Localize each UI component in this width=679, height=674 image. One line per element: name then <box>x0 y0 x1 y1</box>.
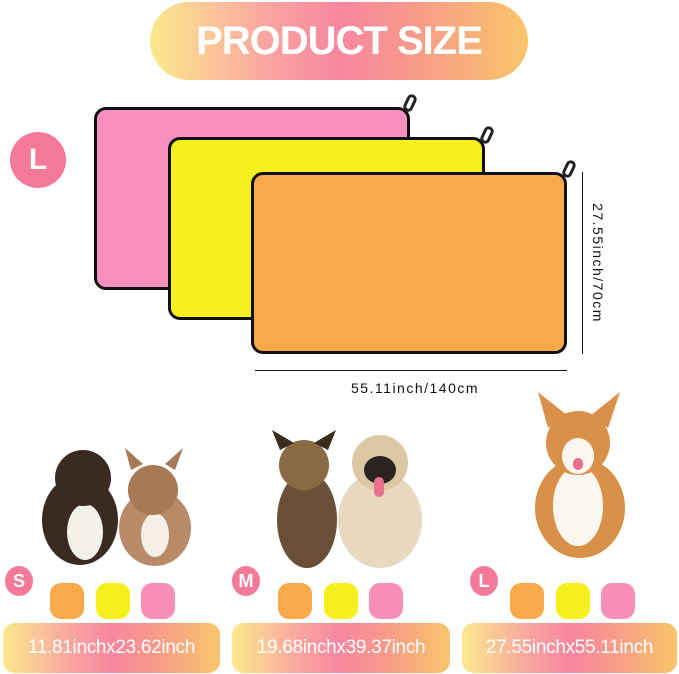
pink-swatch <box>141 583 175 619</box>
medium-dogs-image <box>272 430 422 568</box>
width-dimension-line <box>255 370 567 371</box>
orange-swatch <box>510 583 544 619</box>
size-badge-medium: M <box>232 566 260 596</box>
pink-swatch <box>369 583 403 619</box>
size-badge-small: S <box>5 566 33 596</box>
product-size-title: PRODUCT SIZE <box>150 2 528 80</box>
size-badge-large-row: L <box>470 566 498 596</box>
size-label-medium: 19.68inchx39.37inch <box>232 623 450 673</box>
yellow-swatch <box>96 583 130 619</box>
yellow-swatch <box>556 583 590 619</box>
size-label-large: 27.55inchx55.11inch <box>462 623 677 673</box>
large-dog-image <box>535 392 625 558</box>
height-dimension-label: 27.55inch/70cm <box>590 203 606 323</box>
hanging-loop-icon <box>401 92 419 114</box>
orange-swatch <box>278 583 312 619</box>
size-badge-large: L <box>10 132 66 188</box>
pink-swatch <box>601 583 635 619</box>
orange-swatch <box>50 583 84 619</box>
orange-towel <box>251 172 567 354</box>
size-label-small: 11.81inchx23.62inch <box>3 623 220 673</box>
height-dimension-line <box>582 172 583 354</box>
yellow-swatch <box>324 583 358 619</box>
width-dimension-label: 55.11inch/140cm <box>350 380 480 396</box>
small-dogs-image <box>42 448 191 566</box>
hanging-loop-icon <box>560 158 578 180</box>
hanging-loop-icon <box>478 124 496 146</box>
